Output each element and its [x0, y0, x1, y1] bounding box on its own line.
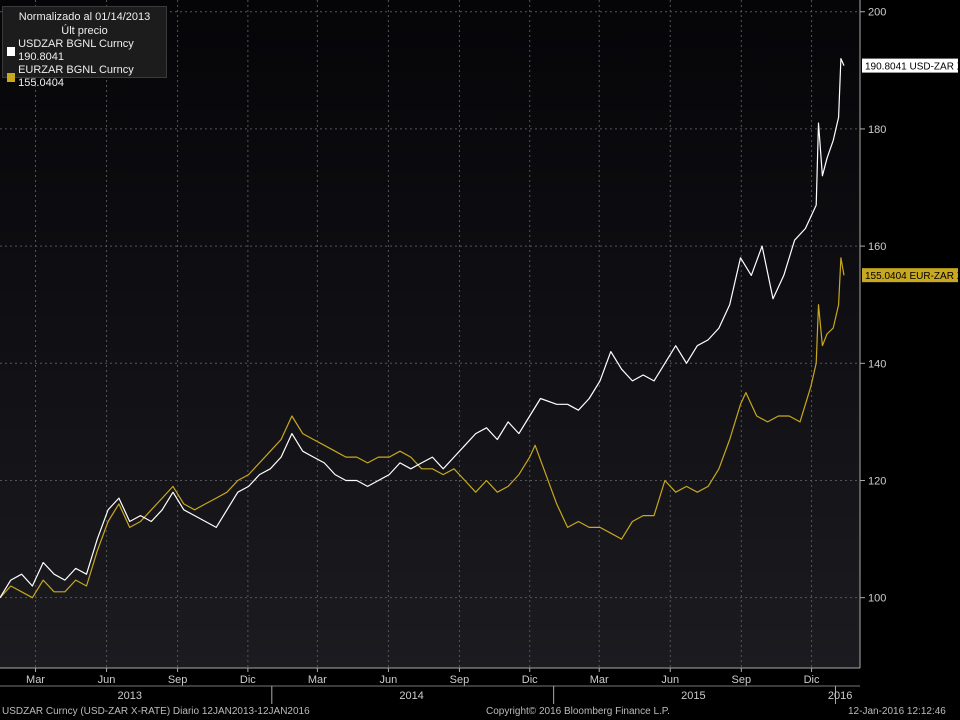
year-label: 2016 — [828, 690, 852, 702]
axes: 100 120 140 160 180 200 Mar Jun Sep Dic Mar Jun Sep D… — [0, 0, 886, 704]
footer-timestamp: 12-Jan-2016 12:12:46 — [848, 706, 946, 717]
price-tag-label-eur: 155.0404 EUR-ZAR X — [865, 271, 960, 282]
price-tag-usd — [862, 58, 958, 73]
y-tick-label: 160 — [868, 241, 886, 253]
x-tick-label: Sep — [732, 674, 752, 686]
plot-background — [0, 0, 860, 668]
x-tick-label: Jun — [98, 674, 116, 686]
y-tick-label: 100 — [868, 593, 886, 605]
x-tick-label: Sep — [168, 674, 188, 686]
y-tick-label: 120 — [868, 475, 886, 487]
price-tag-eur — [862, 268, 958, 283]
legend: Normalizado al 01/14/2013 Últ precio USD… — [2, 6, 167, 89]
x-tick-label: Mar — [26, 674, 45, 686]
year-label: 2014 — [399, 690, 423, 702]
legend-label-eur: EURZAR BGNL Curncy 155.0404 — [18, 64, 134, 89]
x-tick-label: Mar — [308, 674, 327, 686]
x-tick-label: Dic — [240, 674, 256, 686]
x-tick-label: Jun — [380, 674, 398, 686]
legend-subheader: Últ precio — [61, 25, 108, 37]
series-line-usdzar — [0, 57, 845, 599]
series-lines — [0, 57, 845, 599]
x-tick-label: Dic — [522, 674, 538, 686]
grid-lines — [0, 0, 860, 668]
x-tick-label: Sep — [450, 674, 470, 686]
x-tick-label: Dic — [804, 674, 820, 686]
y-tick-label: 200 — [868, 7, 886, 19]
legend-swatch-usd — [7, 46, 16, 56]
legend-label-usd: USDZAR BGNL Curncy 190.8041 — [18, 38, 134, 63]
x-tick-label: Mar — [590, 674, 609, 686]
footer-source: USDZAR Curncy (USD-ZAR X-RATE) Diario 12… — [2, 706, 310, 717]
x-tick-label: Jun — [661, 674, 679, 686]
footer: USDZAR Curncy (USD-ZAR X-RATE) Diario 12… — [0, 704, 960, 720]
y-tick-label: 180 — [868, 124, 886, 136]
footer-copyright: Copyright© 2016 Bloomberg Finance L.P. — [486, 706, 670, 717]
series-line-eurzar — [0, 257, 845, 599]
legend-header: Normalizado al 01/14/2013 — [18, 11, 151, 23]
y-tick-label: 140 — [868, 358, 886, 370]
year-label: 2013 — [117, 690, 141, 702]
legend-item-usd: USDZAR BGNL Curncy 190.8041 — [3, 38, 166, 64]
legend-swatch-eur — [7, 72, 16, 82]
year-label: 2015 — [681, 690, 705, 702]
price-tag-label-usd: 190.8041 USD-ZAR X — [865, 62, 960, 73]
last-price-tags: 190.8041 USD-ZAR X 155.0404 EUR-ZAR X — [862, 58, 960, 283]
legend-item-eur: EURZAR BGNL Curncy 155.0404 — [3, 64, 166, 90]
